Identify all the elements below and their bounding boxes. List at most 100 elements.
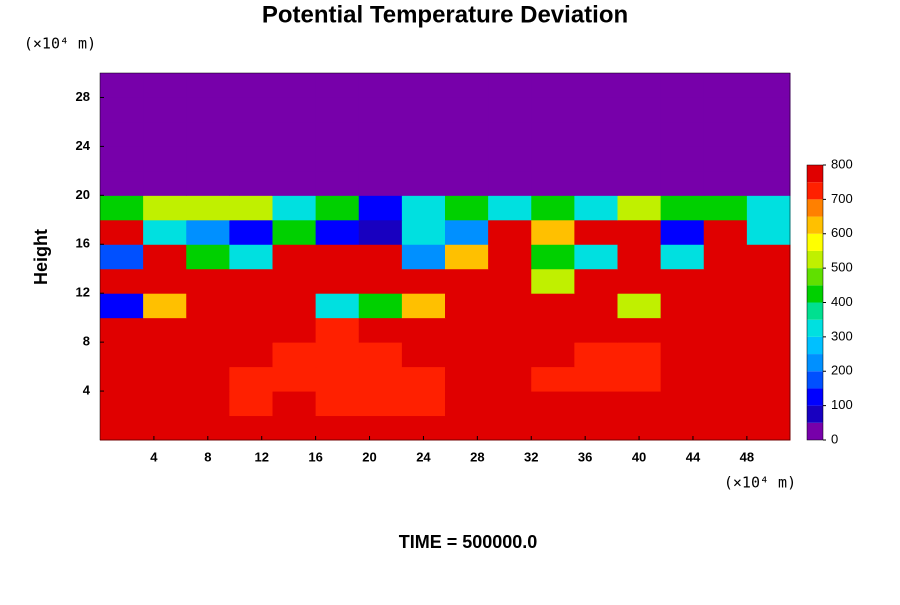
contour-cell [272, 73, 317, 98]
contour-cell [574, 121, 618, 147]
contour-cell [445, 293, 489, 319]
x-tick-label: 40 [632, 449, 646, 464]
contour-cell [272, 170, 317, 196]
contour-cell [272, 195, 317, 221]
contour-cell [445, 415, 489, 441]
x-tick-label: 36 [578, 449, 592, 464]
contour-cell [186, 342, 230, 368]
contour-cell [660, 391, 705, 417]
contour-cell [574, 244, 618, 270]
contour-cell [143, 121, 187, 147]
contour-cell [617, 391, 662, 417]
contour-cell [143, 195, 187, 221]
contour-cell [746, 244, 791, 270]
contour-cell [531, 366, 575, 392]
contour-cell [531, 195, 575, 221]
contour-cell [488, 195, 532, 221]
contour-cell [315, 415, 360, 441]
contour-cell [574, 170, 618, 196]
contour-cell [143, 342, 187, 368]
contour-cell [445, 366, 489, 392]
contour-cell [531, 219, 575, 245]
contour-cell [617, 146, 662, 172]
contour-cell [401, 195, 446, 221]
contour-cell [531, 97, 575, 123]
contour-cell [488, 293, 532, 319]
x-tick-label: 16 [308, 449, 322, 464]
contour-cell [660, 146, 705, 172]
colorbar-tick-label: 200 [831, 363, 853, 378]
contour-cell [229, 146, 273, 172]
colorbar-swatch [807, 371, 823, 389]
contour-cell [186, 244, 230, 270]
x-tick-label: 8 [204, 449, 211, 464]
contour-cell [531, 293, 575, 319]
contour-cell [660, 121, 705, 147]
contour-cell [358, 293, 403, 319]
contour-cell [143, 244, 187, 270]
contour-cell [531, 73, 575, 98]
contour-cell [574, 391, 618, 417]
contour-cell [401, 97, 446, 123]
contour-cell [186, 317, 230, 343]
contour-cell [445, 195, 489, 221]
contour-cell [401, 317, 446, 343]
contour-cell [401, 268, 446, 294]
colorbar-tick-label: 600 [831, 225, 853, 240]
contour-cell [703, 391, 748, 417]
contour-cell [574, 97, 618, 123]
contour-cell [100, 244, 144, 270]
contour-cell [358, 170, 403, 196]
contour-cell [272, 146, 317, 172]
contour-cell [401, 391, 446, 417]
contour-cell [229, 268, 273, 294]
contour-cell [488, 146, 532, 172]
y-tick-label: 20 [76, 187, 90, 202]
contour-cell [401, 73, 446, 98]
contour-cell [660, 366, 705, 392]
contour-cell [315, 268, 360, 294]
contour-cell [143, 317, 187, 343]
contour-cell [531, 170, 575, 196]
contour-cell [617, 293, 662, 319]
contour-cell [143, 73, 187, 98]
x-tick-label: 48 [740, 449, 754, 464]
contour-cell [703, 415, 748, 441]
contour-cell [358, 195, 403, 221]
contour-cell [100, 391, 144, 417]
contour-cell [531, 342, 575, 368]
contour-cell [358, 342, 403, 368]
contour-cell [703, 366, 748, 392]
contour-cell [100, 219, 144, 245]
contour-cell [315, 97, 360, 123]
contour-cell [746, 342, 791, 368]
contour-cell [100, 342, 144, 368]
contour-cell [488, 244, 532, 270]
contour-cell [229, 391, 273, 417]
contour-cell [401, 244, 446, 270]
contour-cell [315, 366, 360, 392]
contour-cell [488, 391, 532, 417]
contour-cell [315, 219, 360, 245]
contour-cell [229, 342, 273, 368]
plot-frame [99, 72, 791, 441]
contour-cell [488, 170, 532, 196]
contour-cell [703, 195, 748, 221]
contour-cell [488, 366, 532, 392]
colorbar-swatch [807, 422, 823, 440]
contour-cell [272, 97, 317, 123]
contour-cell [445, 170, 489, 196]
contour-cell [617, 219, 662, 245]
contour-cell [100, 317, 144, 343]
contour-cell [186, 195, 230, 221]
contour-cell [100, 293, 144, 319]
contour-cell [660, 244, 705, 270]
contour-cell [445, 146, 489, 172]
contour-cell [488, 268, 532, 294]
contour-cell [186, 219, 230, 245]
contour-cell [746, 121, 791, 147]
contour-cell [358, 317, 403, 343]
contour-cell [229, 170, 273, 196]
contour-cell [143, 170, 187, 196]
